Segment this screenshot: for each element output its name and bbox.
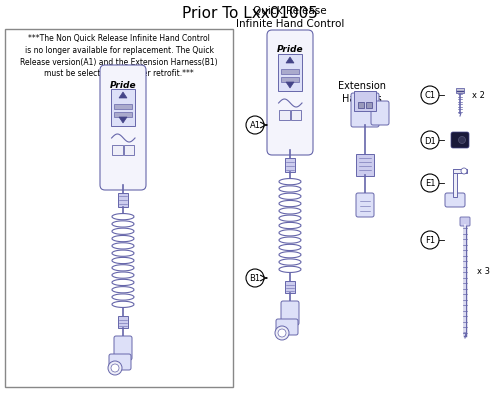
- Bar: [290, 111, 301, 121]
- FancyBboxPatch shape: [276, 319, 298, 335]
- Text: D1: D1: [424, 136, 436, 145]
- FancyBboxPatch shape: [445, 194, 465, 207]
- Text: E1: E1: [424, 179, 435, 188]
- Bar: [358, 103, 364, 109]
- Bar: [118, 316, 128, 328]
- Text: ***The Non Quick Release Infinite Hand Control
is no longer available for replac: ***The Non Quick Release Infinite Hand C…: [20, 34, 218, 78]
- FancyBboxPatch shape: [100, 66, 146, 190]
- FancyBboxPatch shape: [351, 94, 379, 128]
- FancyBboxPatch shape: [111, 90, 135, 127]
- Circle shape: [421, 87, 439, 105]
- FancyBboxPatch shape: [356, 155, 374, 177]
- FancyBboxPatch shape: [356, 194, 374, 217]
- Bar: [124, 146, 134, 156]
- Text: Pride: Pride: [110, 80, 136, 89]
- FancyBboxPatch shape: [354, 92, 376, 112]
- Text: Quick Release
Infinite Hand Control: Quick Release Infinite Hand Control: [236, 6, 344, 29]
- Bar: [114, 113, 132, 118]
- Text: Pride: Pride: [276, 45, 303, 54]
- Circle shape: [246, 269, 264, 287]
- Polygon shape: [286, 83, 294, 89]
- Circle shape: [246, 117, 264, 135]
- FancyBboxPatch shape: [281, 301, 299, 325]
- Circle shape: [461, 168, 467, 175]
- Polygon shape: [286, 58, 294, 64]
- Bar: [366, 103, 372, 109]
- Text: x 3: x 3: [477, 266, 490, 275]
- Circle shape: [421, 175, 439, 192]
- Circle shape: [421, 231, 439, 249]
- Bar: [114, 105, 132, 110]
- Text: C1: C1: [424, 91, 436, 100]
- Bar: [285, 281, 295, 293]
- Circle shape: [458, 137, 466, 144]
- Bar: [285, 159, 295, 173]
- Text: B1: B1: [250, 274, 260, 283]
- FancyBboxPatch shape: [267, 31, 313, 156]
- FancyBboxPatch shape: [451, 133, 469, 149]
- FancyBboxPatch shape: [278, 55, 302, 92]
- Circle shape: [275, 326, 289, 340]
- Polygon shape: [119, 93, 127, 99]
- Text: Extension
Harness: Extension Harness: [338, 81, 386, 104]
- Bar: [453, 170, 457, 198]
- Text: A1: A1: [250, 121, 260, 130]
- FancyBboxPatch shape: [109, 354, 131, 370]
- Circle shape: [108, 361, 122, 375]
- Circle shape: [111, 364, 119, 372]
- Text: Prior To Lxx01005: Prior To Lxx01005: [182, 6, 318, 21]
- Bar: [112, 146, 122, 156]
- Circle shape: [421, 132, 439, 149]
- Circle shape: [278, 329, 286, 337]
- Polygon shape: [119, 118, 127, 124]
- Bar: [281, 78, 299, 83]
- FancyBboxPatch shape: [371, 102, 389, 126]
- Bar: [453, 170, 467, 174]
- Bar: [279, 111, 289, 121]
- Text: F1: F1: [425, 236, 435, 245]
- Bar: [118, 194, 128, 207]
- Bar: [281, 70, 299, 75]
- FancyBboxPatch shape: [460, 217, 470, 226]
- FancyBboxPatch shape: [114, 336, 132, 360]
- Text: x 2: x 2: [472, 91, 485, 100]
- Bar: [456, 89, 464, 94]
- Bar: [5, 30, 233, 387]
